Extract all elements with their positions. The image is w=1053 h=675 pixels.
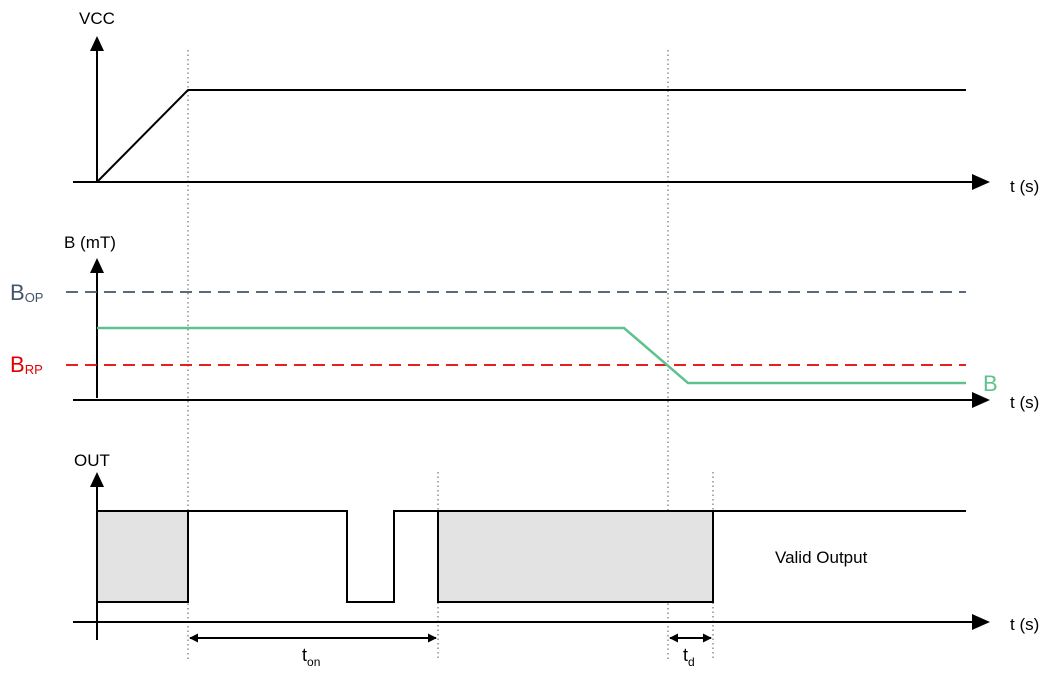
out-invalid-region-1 [97, 511, 188, 602]
b-y-label: B (mT) [64, 233, 116, 252]
vcc-y-label: VCC [79, 9, 115, 28]
b-signal [97, 326, 966, 385]
vcc-x-axis-arrow [972, 174, 990, 190]
out-y-label: OUT [74, 451, 110, 470]
out-y-axis-arrow [90, 472, 104, 487]
out-panel: OUT Valid Output t (s) [73, 451, 1039, 640]
ton-label-main: t [302, 645, 307, 665]
td-label-sub: d [688, 655, 695, 669]
b-x-label: t (s) [1010, 393, 1039, 412]
b-panel: B (mT) BOP BRP B t (s) [10, 233, 1039, 412]
valid-output-label: Valid Output [775, 548, 868, 567]
vcc-y-axis-arrow [90, 36, 104, 51]
b-y-axis-arrow [90, 258, 104, 273]
vcc-signal [96, 89, 966, 183]
ton-label: ton [302, 645, 320, 669]
brp-label: BRP [10, 352, 43, 377]
vcc-panel: VCC t (s) [73, 9, 1039, 196]
b-signal-label: B [983, 371, 998, 396]
vcc-x-label: t (s) [1010, 177, 1039, 196]
ton-label-sub: on [307, 655, 320, 669]
out-signal [188, 510, 966, 603]
bop-label-sub: OP [25, 290, 44, 305]
brp-label-sub: RP [25, 362, 43, 377]
b-x-axis-arrow [972, 392, 990, 408]
td-label-main: t [683, 645, 688, 665]
out-x-label: t (s) [1010, 615, 1039, 634]
out-invalid-outline-1 [97, 510, 189, 603]
timing-annotations: ton td [189, 633, 712, 669]
bop-label-main: B [10, 280, 25, 305]
out-invalid-region-2 [438, 511, 713, 602]
out-x-axis-arrow [972, 614, 990, 630]
td-label: td [683, 645, 695, 669]
brp-label-main: B [10, 352, 25, 377]
bop-label: BOP [10, 280, 43, 305]
